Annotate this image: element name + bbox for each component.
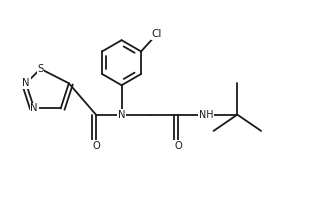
Text: O: O	[174, 141, 182, 151]
Text: Cl: Cl	[152, 29, 162, 39]
Text: NH: NH	[199, 110, 213, 120]
Text: O: O	[92, 141, 100, 151]
Text: N: N	[22, 78, 30, 88]
Text: N: N	[118, 110, 125, 120]
Text: S: S	[37, 64, 44, 74]
Text: N: N	[30, 104, 38, 113]
